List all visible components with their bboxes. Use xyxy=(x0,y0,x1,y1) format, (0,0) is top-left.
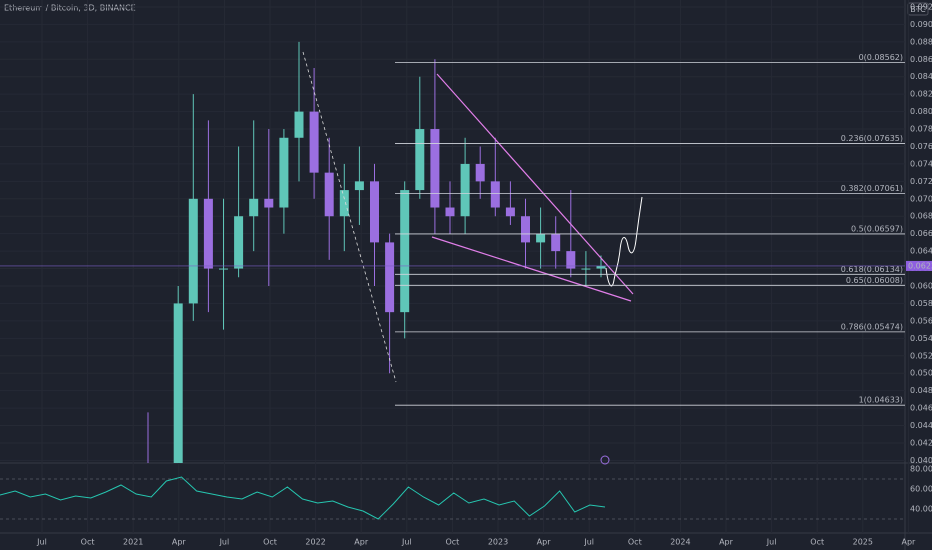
y-tick-label: 0.05400 xyxy=(910,334,932,343)
candle-body xyxy=(294,111,304,138)
y-tick-label: 0.04400 xyxy=(910,421,932,430)
candle-body xyxy=(445,207,455,217)
x-tick-label: 2024 xyxy=(670,538,690,547)
candle-body xyxy=(279,137,289,208)
y-tick-label: 0.06800 xyxy=(910,212,932,221)
candle-body xyxy=(566,251,576,269)
fib-label: 0.65(0.06008) xyxy=(846,276,903,285)
y-tick-label: 0.04800 xyxy=(910,386,932,395)
y-tick-label: 0.08600 xyxy=(910,55,932,64)
candle-body xyxy=(324,172,334,217)
candle-body xyxy=(339,190,349,217)
x-tick-label: Jul xyxy=(36,538,47,547)
x-tick-label: Oct xyxy=(263,538,277,547)
x-tick-label: Jul xyxy=(401,538,412,547)
projection-path xyxy=(605,196,643,287)
candle-body xyxy=(188,198,198,304)
x-tick-label: 2022 xyxy=(305,538,325,547)
x-tick-label: Oct xyxy=(810,538,824,547)
x-tick-label: Apr xyxy=(537,538,552,547)
y-tick-label: 0.08200 xyxy=(910,90,932,99)
x-tick-label: Apr xyxy=(172,538,187,547)
fib-label: 0.236(0.07635) xyxy=(841,134,903,143)
last-price-tag xyxy=(906,260,932,271)
candle-body xyxy=(536,233,546,243)
y-tick-label: 0.08400 xyxy=(910,72,932,81)
x-tick-label: 2021 xyxy=(123,538,143,547)
candle-body xyxy=(490,181,500,208)
fib-label: 0.5(0.06597) xyxy=(851,224,903,233)
candle-body xyxy=(385,242,395,313)
last-price-label: 0.06230 xyxy=(908,261,932,270)
y-tick-label: 0.07800 xyxy=(910,125,932,134)
x-tick-label: Jul xyxy=(219,538,230,547)
y-tick-label: 0.04000 xyxy=(910,456,932,465)
y-tick-label: 0.05200 xyxy=(910,351,932,360)
y-tick-label: 0.04600 xyxy=(910,404,932,413)
y-tick-label: 0.06600 xyxy=(910,229,932,238)
y-tick-label: 0.05000 xyxy=(910,369,932,378)
candle-body xyxy=(203,198,213,269)
x-tick-label: 2025 xyxy=(853,538,873,547)
y-tick-label: 0.07000 xyxy=(910,194,932,203)
candle-body xyxy=(234,216,244,269)
candle-body xyxy=(430,129,440,208)
candle-body xyxy=(400,190,410,313)
rsi-line xyxy=(0,476,606,520)
candle-body xyxy=(264,198,274,208)
lower-trendline xyxy=(431,236,632,302)
y-tick-label: 0.05800 xyxy=(910,299,932,308)
fib-label: 0.618(0.06134) xyxy=(841,265,903,274)
y-tick-label: 0.08800 xyxy=(910,37,932,46)
candle-body xyxy=(475,163,485,182)
event-icon[interactable] xyxy=(600,455,610,465)
y-tick-label: 0.07200 xyxy=(910,177,932,186)
x-tick-label: Oct xyxy=(445,538,459,547)
currency: BTC xyxy=(910,5,926,14)
y-tick-label: 0.09000 xyxy=(910,20,932,29)
x-tick-label: Apr xyxy=(901,538,916,547)
candle-body xyxy=(581,268,591,270)
candle-body xyxy=(415,129,425,191)
candle-body xyxy=(249,198,259,217)
candle-body xyxy=(551,233,561,252)
y-tick-label: 0.09200 xyxy=(910,2,932,11)
y-tick-label: 0.04200 xyxy=(910,438,932,447)
candle-body xyxy=(354,181,364,191)
candle-body xyxy=(505,207,515,217)
candle-body xyxy=(596,265,606,269)
y-tick-label: 0.07600 xyxy=(910,142,932,151)
x-tick-label: Apr xyxy=(354,538,369,547)
x-tick-label: 2023 xyxy=(488,538,508,547)
candle-body xyxy=(173,303,183,463)
upper-trendline xyxy=(436,73,634,295)
candle-body xyxy=(521,216,530,243)
candle-body xyxy=(309,111,319,173)
x-tick-label: Jul xyxy=(766,538,777,547)
fib-label: 1(0.04633) xyxy=(859,396,903,405)
drawings xyxy=(302,51,643,465)
y-tick-label: 0.06000 xyxy=(910,281,932,290)
rsi-tick-label: 40.00 xyxy=(910,505,932,514)
y-tick-label: 0.07400 xyxy=(910,159,932,168)
x-tick-label: Jul xyxy=(583,538,594,547)
fib-label: 0.382(0.07061) xyxy=(841,184,903,193)
rsi-tick-label: 60.00 xyxy=(910,485,932,494)
rsi-tick-label: 80.00 xyxy=(910,465,932,474)
x-tick-label: Oct xyxy=(81,538,95,547)
x-tick-label: Apr xyxy=(719,538,734,547)
x-tick-label: Oct xyxy=(628,538,642,547)
candle-body xyxy=(460,163,470,217)
y-tick-label: 0.06400 xyxy=(910,247,932,256)
candle-body xyxy=(370,181,379,243)
chart-title: Ethereum / Bitcoin, 3D, BINANCE xyxy=(4,4,136,13)
fib-label: 0(0.08562) xyxy=(859,53,903,62)
y-tick-label: 0.05600 xyxy=(910,316,932,325)
candle-body xyxy=(219,268,228,270)
y-tick-label: 0.08000 xyxy=(910,107,932,116)
fib-label: 0.786(0.05474) xyxy=(841,322,903,331)
